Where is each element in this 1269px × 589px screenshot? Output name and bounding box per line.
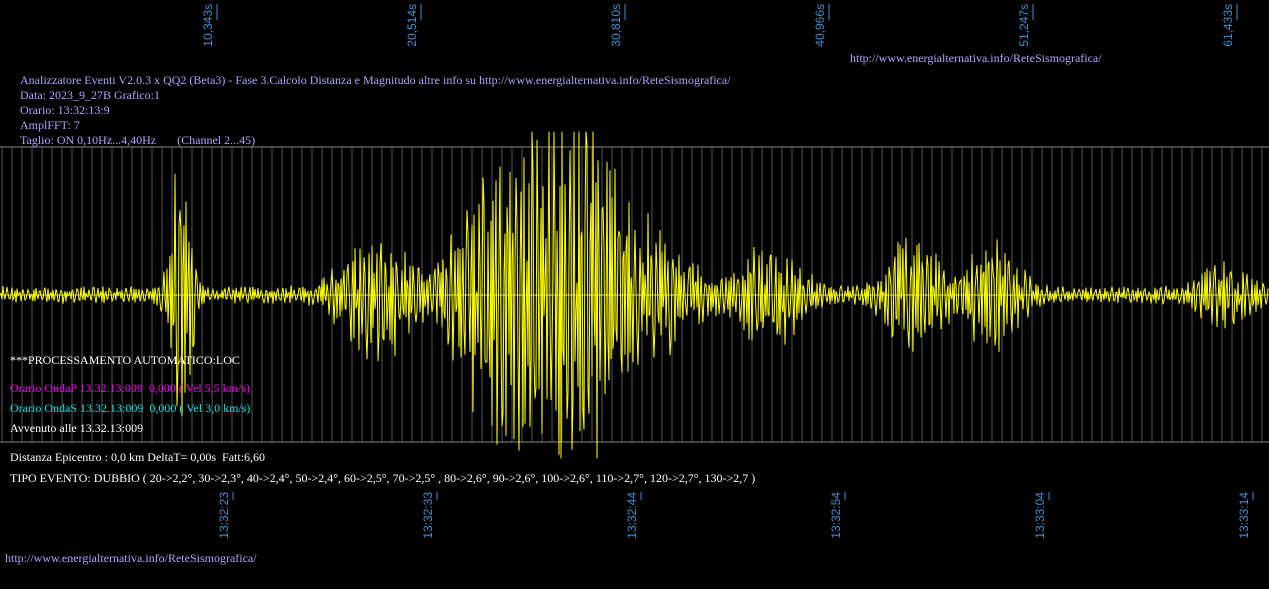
bottom-tick-label: 13:32:44 [625,492,639,539]
event-type: TIPO EVENTO: DUBBIO ( 20->2,2°, 30->2,3°… [10,471,755,485]
processing-title: ***PROCESSAMENTO AUTOMATICO:LOC [10,353,240,367]
footer-url: http://www.energialternativa.info/ReteSi… [5,551,257,565]
occurred-time: Avvenuto alle 13.32.13:009 [10,421,143,435]
bottom-time-axis: 13:32:23 13:32:33 13:32:44 13:32:54 13:33:04… [217,492,1254,539]
s-wave-time: Orario OndaS 13.32.13:009 0,000 ( Vel 3,… [10,401,250,415]
top-tick-label: 51,247s [1017,4,1031,47]
seismic-trace [0,131,1269,459]
bottom-tick-label: 13:33:14 [1237,492,1251,539]
top-tick-label: 30,810s [609,4,623,47]
top-tick-label: 40,966s [813,4,827,47]
p-wave-time: Orario OndaP 13.32.13:009 0,000 ( Vel 5,… [10,381,250,395]
header-line-ampl: AmplFFT: 7 [20,118,80,132]
header-info: Analizzatore Eventi V2.0.3 x QQ2 (Beta3)… [20,73,731,147]
header-line-title: Analizzatore Eventi V2.0.3 x QQ2 (Beta3)… [20,73,731,87]
top-tick-label: 20,514s [405,4,419,47]
top-tick-label: 61,433s [1221,4,1235,47]
bottom-tick-label: 13:32:33 [421,492,435,539]
header-line-filter: Taglio: ON 0,10Hz...4,40Hz (Channel 2...… [20,133,255,147]
top-url: http://www.energialternativa.info/ReteSi… [850,51,1102,65]
header-line-time: Orario: 13:32:13:9 [20,103,110,117]
bottom-tick-label: 13:32:54 [829,492,843,539]
header-line-date: Data: 2023_9_27B Grafico:1 [20,88,160,102]
epicenter-distance: Distanza Epicentro : 0,0 km DeltaT= 0,00… [10,450,265,464]
bottom-tick-label: 13:33:04 [1033,492,1047,539]
top-tick-label: 10,343s [201,4,215,47]
top-time-axis: 10,343s 20,514s 30,810s 40,966s 51,247s 61,43… [201,4,1238,47]
processing-info: ***PROCESSAMENTO AUTOMATICO:LOC Orario O… [10,353,755,485]
bottom-tick-label: 13:32:23 [217,492,231,539]
